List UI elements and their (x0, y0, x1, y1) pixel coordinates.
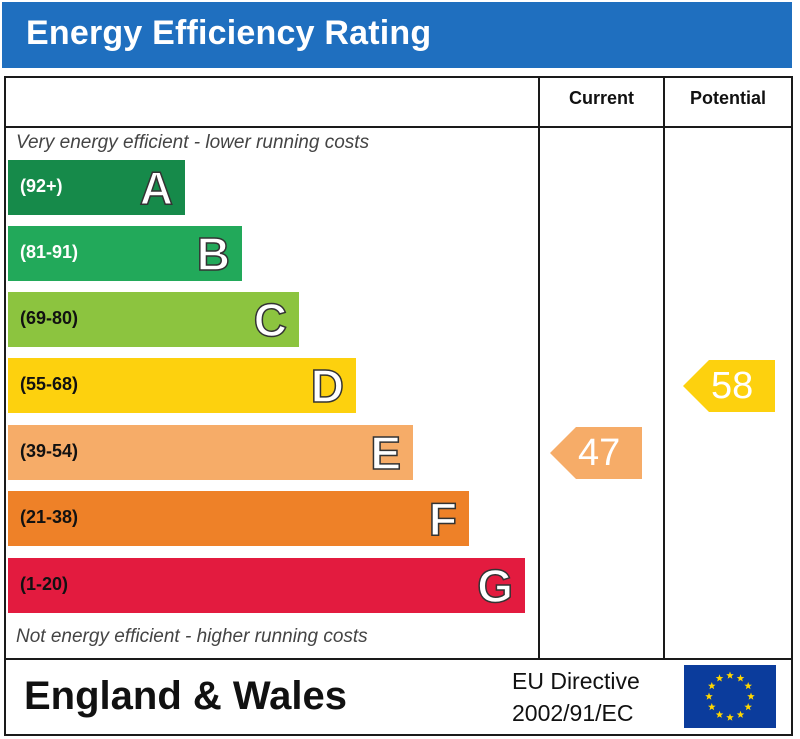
potential-arrow-tip (683, 360, 709, 412)
band-range-label: (69-80) (20, 308, 79, 328)
eu-star-icon (726, 713, 734, 721)
rating-band-a: (92+) A (8, 160, 185, 215)
eu-star-icon (726, 671, 734, 679)
current-arrow-tip (550, 427, 576, 479)
band-letter: C (253, 293, 288, 347)
divider-potential (663, 76, 665, 660)
eu-directive-number: 2002/91/EC (512, 700, 634, 726)
column-potential-label: Potential (689, 88, 766, 108)
potential-rating-value: 58 (711, 365, 754, 407)
band-range-label: (81-91) (20, 242, 79, 262)
band-range-label: (92+) (20, 176, 63, 196)
rating-band-g: (1-20) G (8, 558, 525, 613)
eu-star-icon (715, 710, 724, 718)
eu-star-icon (736, 674, 745, 682)
rating-band-c: (69-80) C (8, 292, 299, 347)
band-range-label: (55-68) (20, 374, 79, 394)
band-letter: G (476, 559, 513, 613)
eu-star-icon (744, 682, 752, 690)
page-title: Energy Efficiency Rating (26, 14, 432, 52)
eu-star-icon (705, 692, 713, 700)
rating-band-b: (81-91) B (8, 226, 242, 281)
potential-rating-arrow: 58 (683, 360, 775, 412)
region-label: England & Wales (24, 674, 348, 718)
eu-star-icon (715, 674, 724, 682)
header-bar: Energy Efficiency Rating (2, 2, 792, 68)
divider-header-row (4, 126, 793, 128)
eu-star-icon (736, 710, 745, 718)
divider-current (538, 76, 540, 660)
current-rating-value: 47 (578, 432, 621, 474)
eu-directive-label: EU Directive (512, 668, 640, 694)
band-range-label: (21-38) (20, 507, 79, 527)
band-letter: A (139, 161, 174, 215)
eu-star-icon (744, 703, 752, 711)
note-bottom: Not energy efficient - higher running co… (16, 626, 368, 647)
eu-star-icon (708, 682, 716, 690)
band-letter: E (370, 426, 402, 480)
rating-frame (4, 76, 793, 736)
potential-arrow-body: 58 (709, 360, 775, 412)
eu-stars-icon (705, 671, 755, 721)
band-range-label: (39-54) (20, 441, 79, 461)
divider-footer-row (4, 658, 793, 660)
band-letter: D (310, 359, 345, 413)
current-arrow-body: 47 (576, 427, 642, 479)
note-top: Very energy efficient - lower running co… (16, 132, 370, 153)
eu-flag-icon (684, 665, 776, 728)
band-range-label: (1-20) (20, 574, 69, 594)
rating-band-e: (39-54) E (8, 425, 413, 480)
rating-band-d: (55-68) D (8, 358, 356, 413)
band-letter: F (428, 492, 458, 546)
column-current-label: Current (568, 88, 634, 108)
rating-band-f: (21-38) F (8, 491, 469, 546)
band-letter: B (196, 227, 231, 281)
current-rating-arrow: 47 (550, 427, 642, 479)
eu-star-icon (747, 692, 755, 700)
eu-star-icon (708, 703, 716, 711)
